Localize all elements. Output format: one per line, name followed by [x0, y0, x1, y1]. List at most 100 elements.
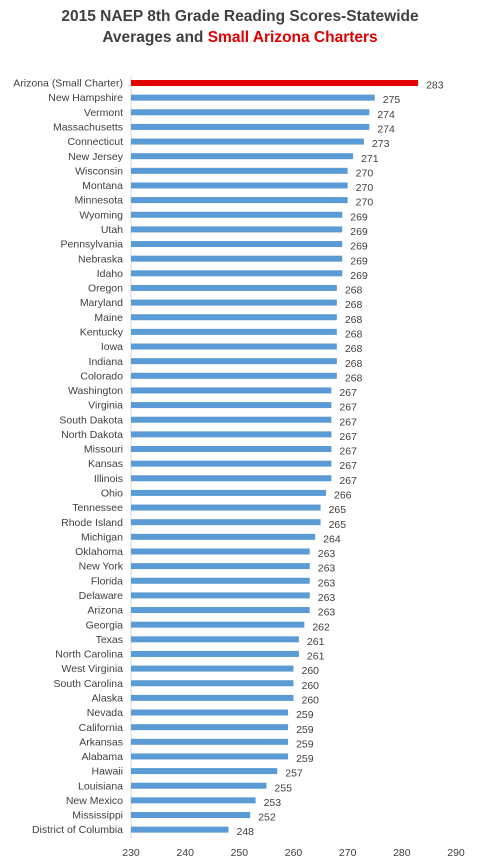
data-label: 263 [318, 563, 336, 575]
chart-title-prefix: Averages and [102, 29, 208, 46]
data-label: 248 [237, 826, 255, 838]
bar [131, 768, 278, 775]
bar [131, 226, 343, 233]
chart-title-highlight: Small Arizona Charters [207, 29, 378, 46]
category-label: Hawaii [91, 766, 123, 778]
bar [131, 694, 294, 701]
x-tick-label: 280 [393, 847, 411, 859]
data-label: 264 [323, 533, 341, 545]
data-label: 267 [339, 402, 357, 414]
highlight-bar [131, 80, 419, 86]
category-label: North Carolina [55, 649, 123, 661]
chart-title-line1: 2015 NAEP 8th Grade Reading Scores-State… [61, 8, 419, 25]
bar [131, 533, 316, 540]
data-label: 253 [264, 797, 282, 809]
data-label: 260 [302, 665, 320, 677]
bar [131, 475, 332, 482]
data-label: 270 [356, 197, 374, 209]
category-label: South Dakota [59, 414, 123, 426]
bar [131, 197, 348, 204]
category-label: Tennessee [72, 502, 123, 514]
category-label: Washington [68, 385, 123, 397]
bar [131, 416, 332, 423]
category-label: Wisconsin [75, 165, 123, 177]
category-label: New Jersey [68, 151, 124, 163]
x-tick-label: 270 [339, 847, 357, 859]
data-label: 262 [312, 621, 330, 633]
data-label: 267 [339, 416, 357, 428]
x-tick-label: 290 [447, 847, 465, 859]
chart-title-line2: Averages and Small Arizona Charters [0, 27, 480, 48]
bar [131, 724, 289, 731]
category-label: Alabama [82, 751, 124, 763]
category-label: Vermont [84, 107, 123, 119]
data-label: 259 [296, 709, 314, 721]
category-label: Kentucky [80, 326, 124, 338]
data-label: 268 [345, 285, 363, 297]
data-label: 268 [345, 299, 363, 311]
bar [131, 446, 332, 452]
category-label: Indiana [89, 356, 124, 368]
bar [131, 753, 289, 760]
data-label: 261 [307, 651, 325, 663]
category-label: Wyoming [79, 209, 123, 221]
data-label: 260 [302, 680, 320, 692]
data-label: 267 [339, 431, 357, 443]
category-label: Montana [82, 180, 123, 192]
data-label: 268 [345, 343, 363, 355]
category-label: New Hampshire [48, 92, 123, 104]
category-label: Colorado [80, 370, 123, 382]
data-label: 273 [372, 138, 390, 150]
bar [131, 431, 332, 438]
bar [131, 812, 251, 818]
bar [131, 621, 305, 628]
x-tick-label: 260 [285, 847, 303, 859]
bar [131, 577, 310, 584]
category-label: District of Columbia [32, 824, 123, 836]
category-label: Arkansas [79, 736, 123, 748]
data-label: 263 [318, 607, 336, 619]
bar [131, 402, 332, 409]
chart-title: 2015 NAEP 8th Grade Reading Scores-State… [0, 6, 480, 48]
bar [131, 665, 294, 672]
category-label: Arizona (Small Charter) [13, 78, 123, 90]
category-label: Maine [94, 312, 123, 324]
bar [131, 109, 370, 116]
bar [131, 372, 337, 379]
category-label: Illinois [94, 473, 123, 485]
bar [131, 460, 332, 467]
data-label: 259 [296, 753, 314, 765]
bar [131, 607, 310, 614]
category-label: Nebraska [78, 253, 123, 265]
bar [131, 504, 321, 511]
bar [131, 343, 337, 350]
category-label: Oregon [88, 283, 123, 295]
data-label: 274 [377, 124, 395, 136]
data-label: 263 [318, 577, 336, 589]
bar [131, 314, 337, 321]
bar [131, 709, 289, 716]
bar [131, 153, 354, 160]
category-label: Connecticut [68, 136, 124, 148]
bar [131, 241, 343, 248]
data-label: 260 [302, 694, 320, 706]
data-label: 266 [334, 490, 352, 502]
data-label: 265 [329, 519, 347, 531]
bar [131, 489, 326, 496]
bar [131, 255, 343, 262]
data-label: 252 [258, 812, 276, 824]
data-label: 257 [285, 768, 303, 780]
category-label: Arizona [87, 605, 123, 617]
category-label: Florida [91, 575, 123, 587]
bar [131, 328, 337, 335]
data-label: 263 [318, 592, 336, 604]
category-label: Minnesota [75, 195, 124, 207]
category-label: Ohio [101, 488, 123, 500]
category-label: Alaska [91, 692, 123, 704]
category-label: Kansas [88, 458, 123, 470]
category-label: Texas [96, 634, 123, 646]
bar [131, 94, 375, 101]
bar [131, 211, 343, 218]
bar [131, 284, 337, 291]
